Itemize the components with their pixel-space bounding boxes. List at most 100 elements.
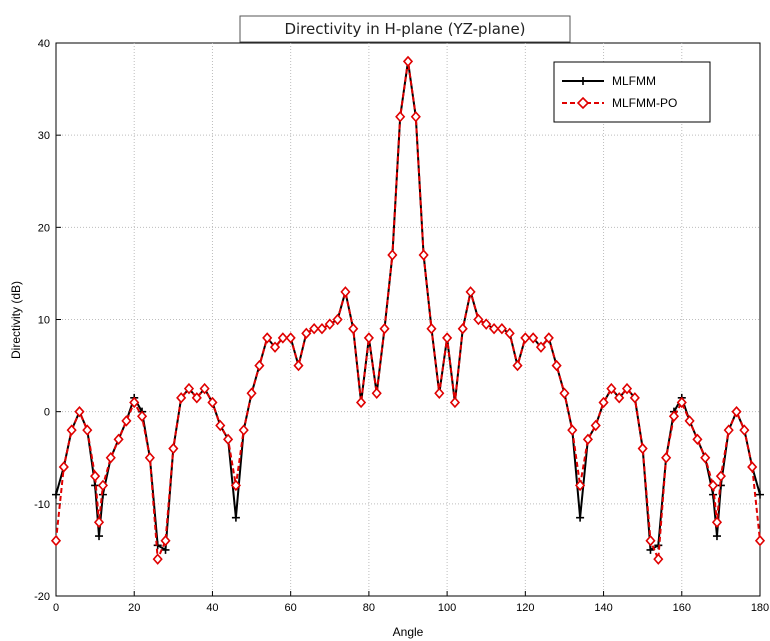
data-point — [711, 516, 723, 528]
data-point — [481, 318, 492, 330]
x-tick-label: 120 — [516, 602, 534, 614]
data-point — [168, 442, 179, 455]
x-tick-label: 20 — [128, 602, 140, 614]
data-point — [230, 479, 241, 492]
data-point — [183, 382, 195, 395]
data-point — [488, 323, 500, 335]
data-point — [426, 323, 437, 335]
data-point — [668, 410, 680, 422]
legend-marker-mlfmm — [579, 77, 587, 85]
data-point — [621, 382, 633, 395]
legend: MLFMM MLFMM-PO — [553, 61, 711, 123]
data-point — [50, 534, 62, 547]
data-point — [473, 313, 484, 326]
series-mlfmm-po — [50, 55, 766, 565]
data-point — [504, 327, 515, 340]
data-point — [129, 396, 140, 409]
data-point — [449, 396, 461, 409]
data-point — [105, 452, 116, 464]
y-tick-label: 20 — [38, 222, 50, 234]
data-point — [715, 470, 726, 482]
data-point — [176, 392, 187, 404]
data-point — [332, 313, 343, 326]
data-point — [676, 396, 687, 409]
data-point — [387, 249, 398, 261]
data-point — [160, 534, 171, 547]
data-point — [739, 424, 750, 436]
x-tick-label: 100 — [438, 602, 456, 614]
data-point — [535, 341, 547, 353]
data-point — [82, 424, 93, 436]
data-point — [653, 553, 664, 565]
data-point — [575, 479, 586, 492]
chart-title: Directivity in H-plane (YZ-plane) — [284, 20, 525, 38]
data-point — [629, 392, 640, 404]
data-point — [402, 55, 414, 68]
data-point — [723, 424, 734, 436]
legend-label-mlfmm: MLFMM — [612, 74, 656, 88]
data-point — [254, 359, 265, 372]
data-point — [496, 323, 507, 335]
data-point — [712, 532, 721, 541]
data-point — [520, 332, 531, 344]
data-point — [293, 359, 304, 372]
data-point — [97, 479, 109, 492]
data-point — [747, 461, 758, 473]
data-point — [95, 532, 104, 541]
data-point — [731, 405, 742, 418]
data-point — [93, 516, 105, 528]
data-point — [606, 382, 617, 395]
data-point — [646, 545, 655, 554]
data-point — [442, 332, 453, 344]
data-point — [410, 111, 421, 123]
data-point — [551, 359, 562, 372]
x-tick-label: 60 — [285, 602, 297, 614]
data-point — [418, 249, 429, 261]
data-point — [238, 424, 249, 436]
legend-box — [553, 61, 711, 123]
x-tick-label: 160 — [673, 602, 691, 614]
x-tick-label: 80 — [363, 602, 375, 614]
x-tick-label: 180 — [751, 602, 769, 614]
data-point — [215, 419, 226, 432]
data-point — [348, 323, 359, 335]
data-point — [355, 396, 367, 409]
data-point — [340, 286, 351, 298]
data-point — [316, 323, 328, 335]
data-point — [324, 318, 335, 330]
data-point — [363, 332, 374, 344]
x-axis-label: Angle — [393, 625, 424, 639]
data-point — [152, 553, 163, 565]
x-tick-label: 140 — [594, 602, 612, 614]
data-point — [223, 433, 234, 446]
chart-title-box: Directivity in H-plane (YZ-plane) — [239, 15, 571, 43]
data-point — [707, 479, 719, 492]
data-point — [136, 410, 148, 422]
data-point — [371, 387, 382, 399]
y-tick-label: -10 — [34, 499, 50, 511]
data-point — [559, 387, 570, 399]
data-point — [269, 341, 281, 353]
data-point — [576, 513, 585, 522]
legend-marker-mlfmm-po — [576, 96, 590, 110]
data-point — [637, 442, 648, 455]
data-point — [457, 323, 468, 335]
tick-labels: 0 20 40 60 80 100 120 140 160 180 -20 -10 0 10 20 30 40 — [34, 38, 769, 614]
data-point — [113, 433, 124, 446]
data-point — [301, 327, 312, 340]
x-tick-label: 0 — [53, 602, 59, 614]
data-point — [199, 382, 210, 395]
data-point — [231, 513, 240, 522]
data-point — [121, 415, 132, 427]
data-point — [161, 545, 170, 554]
y-tick-label: 40 — [38, 38, 50, 50]
data-point — [567, 424, 578, 436]
x-tick-label: 40 — [206, 602, 218, 614]
data-point — [645, 534, 656, 547]
data-point — [144, 452, 155, 464]
data-point — [754, 534, 766, 547]
y-tick-label: 0 — [44, 407, 50, 419]
data-point — [465, 286, 476, 298]
data-point — [309, 323, 320, 335]
